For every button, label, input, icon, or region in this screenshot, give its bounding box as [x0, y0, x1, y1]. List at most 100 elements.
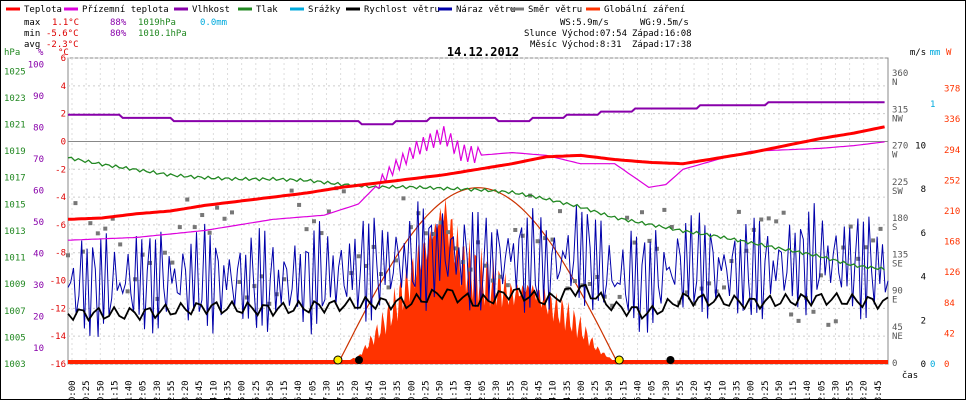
x-tick-label: 19:10: [718, 380, 728, 400]
wind-dir-mark: [535, 239, 540, 244]
wind-dir-mark: [833, 319, 838, 324]
temp-tick-label: -14: [50, 332, 66, 342]
hpa-tick-label: 1023: [4, 94, 26, 104]
temp-tick-label: -8: [55, 249, 66, 259]
x-tick-label: 17:30: [662, 380, 672, 400]
stat-max-temp: 1.1°C: [52, 18, 79, 28]
wind-dir-mark: [103, 226, 108, 231]
x-tick-label: 00:25: [82, 380, 92, 400]
x-tick-label: 18:45: [704, 380, 714, 400]
x-tick-label: 17:05: [648, 380, 658, 400]
hpa-unit-label: hPa: [4, 48, 20, 58]
series-line-wind: [67, 283, 889, 322]
x-tick-label: 07:05: [308, 380, 318, 400]
legend-item: Směr větru: [528, 5, 582, 15]
wind-dir-mark: [446, 230, 451, 235]
wind-dir-mark: [297, 202, 302, 207]
legend-item: Vlhkost: [192, 5, 230, 15]
x-tick-label: 20:00: [747, 380, 757, 400]
x-tick-label: 00:00: [68, 380, 78, 400]
x-tick-label: 01:40: [125, 380, 135, 400]
wind-dir-mark: [856, 256, 861, 261]
wind-dir-mark: [848, 224, 853, 229]
hpa-tick-label: 1025: [4, 67, 26, 77]
wind-dir-mark: [185, 197, 190, 202]
mm-unit-label: mm: [930, 48, 941, 58]
wind-dir-mark: [572, 279, 577, 284]
pct-tick-label: 20: [33, 313, 44, 323]
stat-min-hum: 80%: [110, 29, 127, 39]
wind-dir-mark: [640, 210, 644, 215]
wind-dir-mark: [66, 253, 70, 258]
x-tick-label: 12:55: [506, 380, 516, 400]
wind-dir-mark: [244, 295, 249, 300]
temp-tick-label: -2: [55, 165, 66, 175]
wind-dir-mark: [558, 209, 562, 214]
x-tick-label: 04:10: [209, 380, 219, 400]
wind-dir-mark: [319, 231, 324, 236]
x-tick-label: 12:30: [492, 380, 502, 400]
w-tick-label: 0: [944, 360, 949, 370]
wind-dir-mark: [610, 303, 615, 308]
x-tick-label: 10:50: [436, 380, 446, 400]
wind-dir-mark: [192, 225, 197, 230]
x-tick-label: 05:50: [266, 380, 276, 400]
wind-dir-mark: [505, 283, 510, 288]
info-sunset: Západ:16:08: [632, 29, 692, 39]
x-tick-label: 12:05: [478, 380, 488, 400]
wind-dir-mark: [483, 263, 488, 268]
x-tick-label: 23:20: [860, 380, 870, 400]
wind-dir-mark: [80, 249, 85, 254]
wind-dir-mark: [356, 254, 361, 259]
series-line-temperature: [67, 125, 885, 221]
wind-dir-mark: [237, 279, 242, 284]
x-tick-label: 08:45: [365, 380, 375, 400]
x-tick-label: 06:40: [294, 380, 304, 400]
x-tick-label: 16:40: [634, 380, 644, 400]
dir-compass-label: SW: [892, 187, 903, 197]
x-tick-label: 10:00: [407, 380, 417, 400]
wind-dir-mark: [796, 318, 801, 323]
wind-dir-mark: [312, 219, 316, 224]
wind-dir-mark: [550, 237, 555, 242]
wind-dir-mark: [200, 213, 205, 218]
mm-tick-label: 1: [930, 100, 935, 110]
pct-tick-label: 100: [28, 60, 44, 70]
temp-tick-label: 0: [61, 137, 66, 147]
x-tick-label: 00:50: [96, 380, 106, 400]
wind-dir-mark: [438, 220, 443, 225]
wind-dir-mark: [871, 238, 876, 243]
x-tick-label: 18:20: [690, 380, 700, 400]
hpa-tick-label: 1015: [4, 200, 26, 210]
w-tick-label: 126: [944, 268, 960, 278]
moonrise-marker: [354, 356, 363, 364]
wind-dir-mark: [766, 216, 771, 221]
wind-dir-mark: [722, 285, 726, 290]
w-tick-label: 294: [944, 146, 960, 156]
x-tick-label: 02:05: [139, 380, 149, 400]
wind-dir-mark: [490, 278, 495, 283]
x-unit-label: čas: [902, 370, 918, 381]
wind-dir-mark: [878, 226, 883, 231]
series-line-gust: [67, 201, 889, 337]
hpa-tick-label: 1019: [4, 147, 26, 157]
wind-dir-mark: [632, 240, 637, 245]
stat-avg-label: avg: [24, 40, 40, 50]
legend-item: Náraz větru: [456, 5, 516, 15]
wind-dir-mark: [431, 231, 436, 236]
wind-dir-mark: [513, 227, 518, 232]
wind-dir-mark: [543, 236, 548, 241]
dir-tick-label: 180: [892, 214, 908, 224]
wind-dir-mark: [177, 225, 182, 230]
wind-dir-mark: [364, 263, 369, 268]
info-ws: WS:5.9m/s: [560, 18, 609, 28]
stat-min-label: min: [24, 29, 40, 39]
stat-min-press: 1010.1hPa: [138, 29, 187, 39]
dir-compass-label: NE: [892, 332, 903, 342]
pct-tick-label: 50: [33, 218, 44, 228]
x-tick-label: 15:50: [605, 380, 615, 400]
wind-dir-mark: [863, 245, 868, 250]
x-tick-label: 19:35: [732, 380, 742, 400]
hpa-tick-label: 1003: [4, 360, 26, 370]
